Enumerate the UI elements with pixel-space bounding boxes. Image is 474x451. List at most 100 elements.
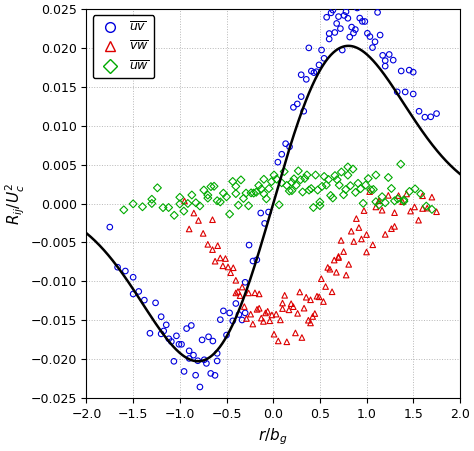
- Point: [428, 193, 436, 201]
- Point: [232, 183, 240, 190]
- Point: [200, 186, 208, 193]
- Point: [240, 303, 248, 310]
- Point: [390, 56, 397, 64]
- Point: [325, 176, 332, 183]
- Point: [188, 322, 195, 329]
- Point: [347, 228, 355, 235]
- Point: [152, 299, 159, 306]
- Point: [223, 331, 230, 339]
- Point: [120, 206, 128, 213]
- Point: [342, 8, 350, 15]
- Point: [319, 298, 327, 305]
- Point: [375, 201, 383, 208]
- Point: [305, 44, 313, 51]
- Point: [353, 215, 360, 222]
- Point: [192, 372, 200, 379]
- Point: [287, 300, 295, 307]
- Point: [384, 174, 392, 181]
- Point: [257, 185, 265, 193]
- Point: [293, 100, 301, 107]
- Point: [253, 306, 261, 313]
- Point: [242, 189, 250, 197]
- Point: [261, 220, 268, 227]
- Point: [260, 318, 267, 325]
- Point: [354, 1, 361, 8]
- Point: [290, 175, 298, 183]
- Point: [219, 262, 227, 269]
- Point: [327, 9, 335, 16]
- Point: [263, 195, 270, 202]
- Point: [329, 194, 337, 202]
- Point: [313, 293, 321, 300]
- Point: [195, 217, 202, 224]
- Point: [314, 186, 321, 193]
- Point: [273, 311, 280, 318]
- Point: [229, 317, 237, 324]
- Point: [372, 198, 380, 205]
- Point: [385, 51, 393, 58]
- Point: [349, 166, 357, 173]
- Point: [283, 182, 291, 189]
- Point: [260, 175, 268, 183]
- Point: [326, 35, 333, 42]
- Point: [286, 143, 293, 150]
- Point: [200, 230, 207, 237]
- Point: [209, 246, 216, 253]
- Point: [298, 334, 306, 341]
- Point: [397, 161, 405, 168]
- Point: [307, 296, 314, 304]
- Point: [369, 44, 376, 51]
- Point: [300, 108, 308, 115]
- Point: [350, 238, 357, 245]
- Point: [382, 57, 389, 64]
- Point: [229, 264, 237, 272]
- Point: [222, 255, 229, 262]
- Point: [354, 179, 362, 187]
- Point: [378, 207, 386, 214]
- Point: [181, 198, 188, 205]
- Point: [419, 192, 426, 199]
- Point: [229, 178, 237, 185]
- Point: [265, 185, 273, 192]
- Point: [235, 202, 242, 209]
- Point: [362, 181, 369, 189]
- Point: [384, 192, 392, 199]
- Point: [419, 205, 426, 212]
- Point: [382, 199, 389, 206]
- Point: [360, 207, 368, 214]
- Point: [288, 179, 296, 186]
- Point: [316, 198, 324, 206]
- Point: [382, 63, 389, 70]
- Point: [361, 18, 369, 25]
- Point: [209, 337, 217, 345]
- Point: [322, 181, 330, 189]
- Point: [176, 200, 183, 207]
- Point: [363, 231, 370, 238]
- Point: [335, 13, 342, 20]
- Point: [264, 308, 272, 315]
- Point: [185, 347, 193, 354]
- Point: [209, 216, 216, 223]
- Point: [194, 357, 201, 364]
- Point: [183, 325, 191, 332]
- Point: [185, 355, 193, 362]
- Point: [348, 23, 356, 31]
- Point: [422, 202, 430, 210]
- Point: [260, 190, 268, 198]
- Point: [121, 267, 129, 275]
- Point: [297, 176, 304, 184]
- Point: [401, 88, 409, 96]
- Point: [337, 237, 345, 244]
- Point: [374, 9, 382, 16]
- Point: [196, 383, 204, 391]
- Point: [175, 341, 183, 348]
- Point: [270, 331, 278, 338]
- Point: [371, 38, 379, 46]
- Point: [224, 263, 232, 271]
- Point: [262, 309, 269, 317]
- Point: [356, 14, 364, 22]
- Point: [141, 296, 148, 304]
- Point: [219, 189, 227, 197]
- Point: [277, 316, 284, 323]
- Point: [296, 288, 303, 295]
